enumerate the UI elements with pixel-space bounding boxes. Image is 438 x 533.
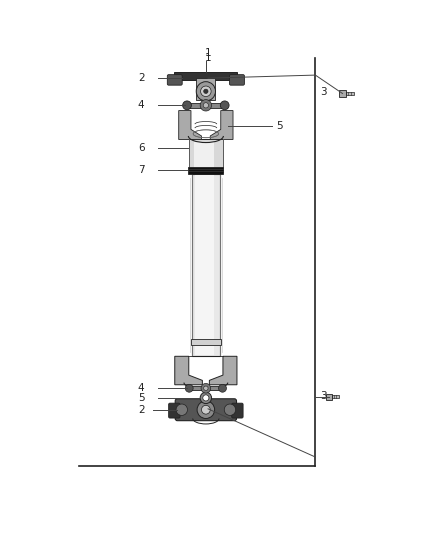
- Text: 5: 5: [276, 122, 283, 131]
- Circle shape: [219, 384, 226, 392]
- Polygon shape: [209, 356, 237, 385]
- Text: 7: 7: [138, 165, 145, 175]
- Circle shape: [196, 82, 215, 101]
- Bar: [191, 339, 221, 345]
- Bar: [192, 174, 220, 356]
- FancyBboxPatch shape: [169, 403, 180, 418]
- Circle shape: [200, 100, 212, 111]
- Circle shape: [176, 404, 187, 415]
- Circle shape: [185, 384, 193, 392]
- Text: 2: 2: [138, 405, 145, 415]
- Circle shape: [201, 405, 210, 414]
- Circle shape: [183, 101, 191, 110]
- Bar: [196, 78, 215, 100]
- Text: 6: 6: [138, 143, 145, 154]
- Bar: [174, 72, 237, 80]
- Bar: [188, 167, 223, 174]
- Bar: [332, 395, 339, 398]
- Bar: [346, 92, 354, 95]
- Bar: [194, 142, 214, 170]
- Text: 4: 4: [138, 100, 145, 110]
- Circle shape: [224, 404, 236, 415]
- Bar: [339, 90, 346, 97]
- Text: 3: 3: [320, 87, 326, 97]
- Polygon shape: [175, 356, 202, 385]
- FancyBboxPatch shape: [175, 399, 237, 421]
- Text: 4: 4: [138, 383, 145, 393]
- Text: 1: 1: [205, 47, 212, 58]
- Polygon shape: [210, 110, 233, 140]
- FancyBboxPatch shape: [232, 403, 243, 418]
- Circle shape: [220, 101, 229, 110]
- Circle shape: [204, 386, 208, 391]
- Circle shape: [203, 395, 209, 401]
- Circle shape: [204, 89, 208, 93]
- Bar: [185, 103, 227, 108]
- FancyBboxPatch shape: [167, 75, 182, 85]
- Text: 5: 5: [138, 393, 145, 403]
- Bar: [187, 386, 224, 391]
- Circle shape: [197, 401, 215, 418]
- FancyBboxPatch shape: [230, 75, 244, 85]
- Bar: [195, 174, 214, 356]
- Circle shape: [201, 86, 211, 96]
- Text: 3: 3: [320, 391, 326, 401]
- Circle shape: [203, 103, 208, 108]
- Circle shape: [201, 383, 211, 393]
- Circle shape: [200, 392, 212, 403]
- Text: 2: 2: [138, 73, 145, 83]
- Bar: [326, 393, 332, 400]
- Polygon shape: [179, 110, 201, 140]
- Bar: [189, 140, 223, 172]
- Text: 1: 1: [205, 53, 212, 63]
